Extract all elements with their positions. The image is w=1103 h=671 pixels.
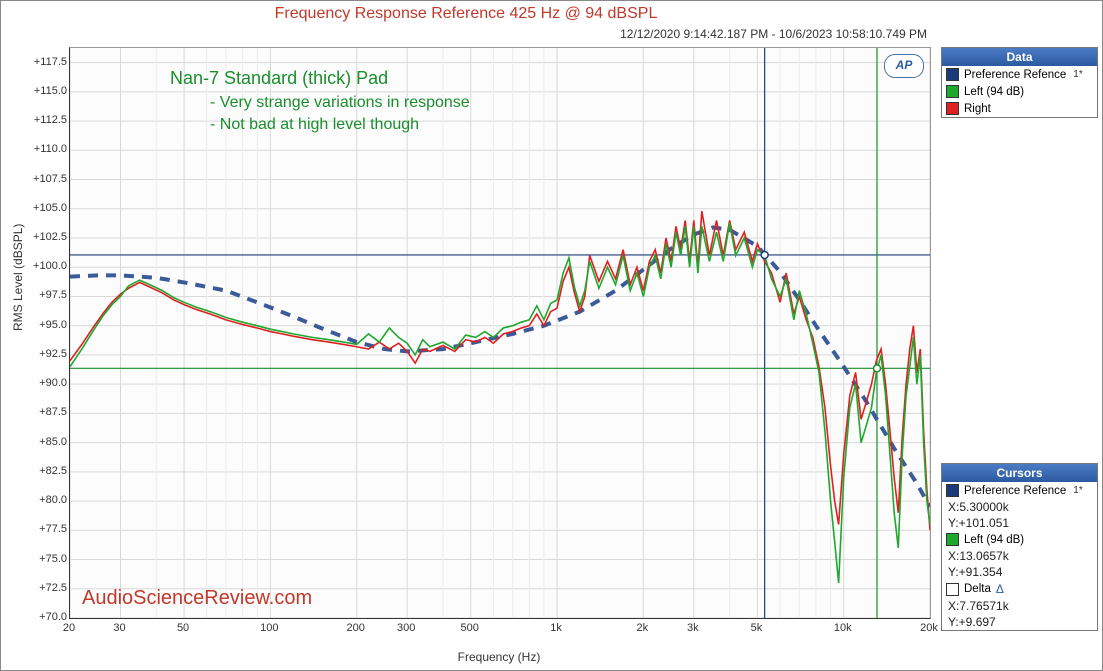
ap-logo: AP (884, 54, 924, 78)
y-tick: +107.5 (31, 173, 67, 185)
legend-swatch (946, 533, 959, 546)
y-tick: +90.0 (31, 377, 67, 389)
legend-cursors-header: Cursors (942, 464, 1097, 482)
legend-swatch (946, 85, 959, 98)
cursor-label: Delta (964, 583, 991, 595)
annotation-line-1: - Very strange variations in response (210, 94, 470, 112)
x-tick: 1k (550, 622, 562, 634)
y-tick: +100.0 (31, 260, 67, 272)
y-tick: +102.5 (31, 231, 67, 243)
y-tick: +77.5 (31, 523, 67, 535)
y-tick: +70.0 (31, 611, 67, 623)
x-axis-label: Frequency (Hz) (69, 650, 929, 664)
y-tick: +87.5 (31, 406, 67, 418)
legend-star: 1* (1073, 69, 1082, 80)
y-tick: +82.5 (31, 465, 67, 477)
y-tick: +117.5 (31, 56, 67, 68)
delta-icon: Δ (996, 582, 1004, 596)
legend-data-header: Data (942, 48, 1097, 66)
legend-label: Preference Refence (964, 69, 1066, 81)
x-tick: 50 (177, 622, 189, 634)
x-tick: 20 (63, 622, 75, 634)
y-tick: +85.0 (31, 436, 67, 448)
cursor-x: X:7.76571k (942, 598, 1097, 614)
x-tick: 500 (461, 622, 479, 634)
annotation-line-2: - Not bad at high level though (210, 116, 419, 134)
watermark: AudioScienceReview.com (82, 587, 312, 610)
x-tick: 30 (113, 622, 125, 634)
y-tick: +72.5 (31, 582, 67, 594)
chart-container: Frequency Response Reference 425 Hz @ 94… (0, 0, 1103, 671)
legend-data: Data Preference Refence 1* Left (94 dB) Rig… (941, 47, 1098, 118)
cursor-label: Preference Refence (964, 485, 1066, 497)
cursor-row[interactable]: Delta Δ (942, 580, 1097, 598)
y-tick: +110.0 (31, 143, 67, 155)
legend-swatch (946, 583, 959, 596)
annotation-title: Nan-7 Standard (thick) Pad (170, 68, 388, 89)
cursor-label: Left (94 dB) (964, 534, 1024, 546)
x-tick: 100 (260, 622, 278, 634)
y-axis-label: RMS Level (dBSPL) (11, 224, 25, 331)
legend-swatch (946, 68, 959, 81)
cursor-y: Y:+101.051 (942, 515, 1097, 531)
timestamp: 12/12/2020 9:14:42.187 PM - 10/6/2023 10… (620, 27, 927, 41)
y-tick: +97.5 (31, 289, 67, 301)
y-tick: +80.0 (31, 494, 67, 506)
cursor-x: X:13.0657k (942, 548, 1097, 564)
x-tick: 2k (637, 622, 649, 634)
y-tick: +95.0 (31, 319, 67, 331)
plot-svg (70, 48, 930, 618)
x-tick: 10k (834, 622, 852, 634)
legend-star: 1* (1073, 485, 1082, 496)
legend-swatch (946, 484, 959, 497)
y-tick: +112.5 (31, 114, 67, 126)
y-tick: +105.0 (31, 202, 67, 214)
x-tick: 3k (687, 622, 699, 634)
y-tick: +75.0 (31, 553, 67, 565)
x-tick: 300 (397, 622, 415, 634)
x-tick: 20k (920, 622, 938, 634)
y-tick: +92.5 (31, 348, 67, 360)
cursor-y: Y:+9.697 (942, 614, 1097, 630)
cursor-row[interactable]: Left (94 dB) (942, 531, 1097, 548)
cursor-y: Y:+91.354 (942, 564, 1097, 580)
legend-cursors: Cursors Preference Refence1*X:5.30000kY:… (941, 463, 1098, 631)
legend-row[interactable]: Left (94 dB) (942, 83, 1097, 100)
legend-label: Left (94 dB) (964, 86, 1024, 98)
cursor-x: X:5.30000k (942, 499, 1097, 515)
plot-area: Nan-7 Standard (thick) Pad - Very strang… (69, 47, 931, 619)
legend-swatch (946, 102, 959, 115)
y-tick: +115.0 (31, 85, 67, 97)
legend-row[interactable]: Right (942, 100, 1097, 117)
legend-label: Right (964, 103, 991, 115)
x-tick: 200 (346, 622, 364, 634)
legend-row[interactable]: Preference Refence 1* (942, 66, 1097, 83)
chart-title: Frequency Response Reference 425 Hz @ 94… (1, 5, 931, 23)
x-tick: 5k (751, 622, 763, 634)
cursor-row[interactable]: Preference Refence 1* (942, 482, 1097, 499)
